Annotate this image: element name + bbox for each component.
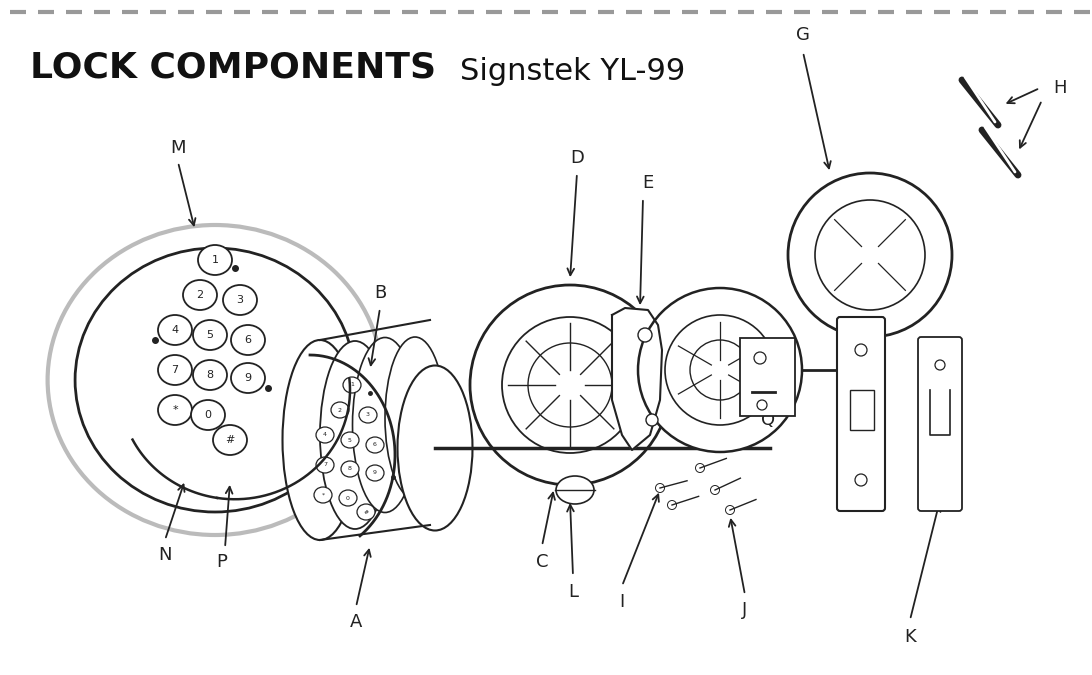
Ellipse shape: [158, 355, 192, 385]
Text: 7: 7: [323, 462, 327, 468]
Circle shape: [935, 360, 945, 370]
Ellipse shape: [339, 490, 357, 506]
Text: 0: 0: [346, 495, 349, 500]
Text: LOCK COMPONENTS: LOCK COMPONENTS: [29, 51, 436, 85]
Text: N: N: [158, 546, 171, 564]
Text: M: M: [170, 139, 186, 157]
Text: E: E: [642, 174, 654, 192]
Ellipse shape: [343, 377, 361, 393]
Circle shape: [788, 173, 952, 337]
Text: 1: 1: [351, 383, 354, 387]
Text: 3: 3: [366, 412, 370, 418]
Text: #: #: [364, 510, 369, 514]
Ellipse shape: [193, 320, 227, 350]
Circle shape: [470, 285, 670, 485]
Ellipse shape: [213, 425, 247, 455]
Text: Signstek YL-99: Signstek YL-99: [460, 57, 686, 86]
Ellipse shape: [556, 476, 594, 504]
Ellipse shape: [331, 402, 349, 418]
Text: K: K: [904, 628, 916, 646]
Ellipse shape: [320, 341, 390, 529]
Text: 0: 0: [204, 410, 212, 420]
Circle shape: [855, 344, 867, 356]
Text: L: L: [568, 583, 578, 601]
Ellipse shape: [397, 365, 473, 531]
Text: 2: 2: [197, 290, 203, 300]
Text: *: *: [173, 405, 178, 415]
Ellipse shape: [283, 340, 357, 540]
Circle shape: [667, 500, 677, 510]
Ellipse shape: [385, 337, 446, 499]
Circle shape: [529, 343, 612, 427]
Ellipse shape: [75, 248, 355, 512]
Text: 2: 2: [339, 408, 342, 412]
Ellipse shape: [341, 461, 359, 477]
Text: F: F: [863, 381, 874, 399]
Circle shape: [502, 317, 638, 453]
Ellipse shape: [223, 285, 257, 315]
Ellipse shape: [357, 504, 375, 520]
Text: 3: 3: [237, 295, 244, 305]
Text: A: A: [349, 613, 363, 631]
Text: #: #: [225, 435, 235, 445]
Ellipse shape: [158, 315, 192, 345]
Ellipse shape: [366, 437, 384, 453]
Ellipse shape: [232, 363, 265, 393]
Circle shape: [696, 464, 704, 472]
Text: 4: 4: [323, 433, 327, 437]
Circle shape: [711, 485, 720, 495]
Text: *: *: [321, 493, 324, 497]
Ellipse shape: [314, 487, 332, 503]
Ellipse shape: [353, 338, 417, 512]
Circle shape: [655, 483, 665, 493]
Text: 9: 9: [245, 373, 251, 383]
Text: 5: 5: [206, 330, 214, 340]
Ellipse shape: [232, 325, 265, 355]
Ellipse shape: [158, 395, 192, 425]
Circle shape: [757, 400, 767, 410]
Ellipse shape: [341, 432, 359, 448]
FancyBboxPatch shape: [918, 337, 962, 511]
Text: J: J: [743, 601, 748, 619]
Circle shape: [725, 506, 735, 514]
Text: 8: 8: [206, 370, 214, 380]
Ellipse shape: [359, 407, 377, 423]
Circle shape: [753, 352, 765, 364]
Text: 7: 7: [171, 365, 179, 375]
Circle shape: [690, 340, 750, 400]
Ellipse shape: [193, 360, 227, 390]
Ellipse shape: [183, 280, 217, 310]
Ellipse shape: [191, 400, 225, 430]
FancyBboxPatch shape: [836, 317, 885, 511]
Text: 6: 6: [373, 443, 377, 448]
Bar: [740, 338, 795, 416]
Text: Q: Q: [761, 411, 775, 429]
Ellipse shape: [366, 465, 384, 481]
Polygon shape: [612, 308, 662, 450]
Ellipse shape: [316, 457, 334, 473]
Circle shape: [665, 315, 775, 425]
Text: 8: 8: [348, 466, 352, 472]
Text: C: C: [536, 553, 548, 571]
Circle shape: [815, 200, 925, 310]
Ellipse shape: [316, 427, 334, 443]
Circle shape: [638, 328, 652, 342]
Text: G: G: [796, 26, 810, 44]
Text: 1: 1: [212, 255, 218, 265]
Circle shape: [638, 288, 802, 452]
Ellipse shape: [198, 245, 232, 275]
Text: 6: 6: [245, 335, 251, 345]
Text: D: D: [570, 149, 584, 167]
Text: P: P: [216, 553, 227, 571]
Circle shape: [855, 474, 867, 486]
Bar: [850, 390, 874, 430]
Text: H: H: [1054, 79, 1067, 97]
Circle shape: [646, 414, 658, 426]
Text: I: I: [619, 593, 625, 611]
Text: 4: 4: [171, 325, 179, 335]
Text: 9: 9: [373, 470, 377, 475]
Text: 5: 5: [348, 437, 352, 443]
Text: B: B: [373, 284, 387, 302]
